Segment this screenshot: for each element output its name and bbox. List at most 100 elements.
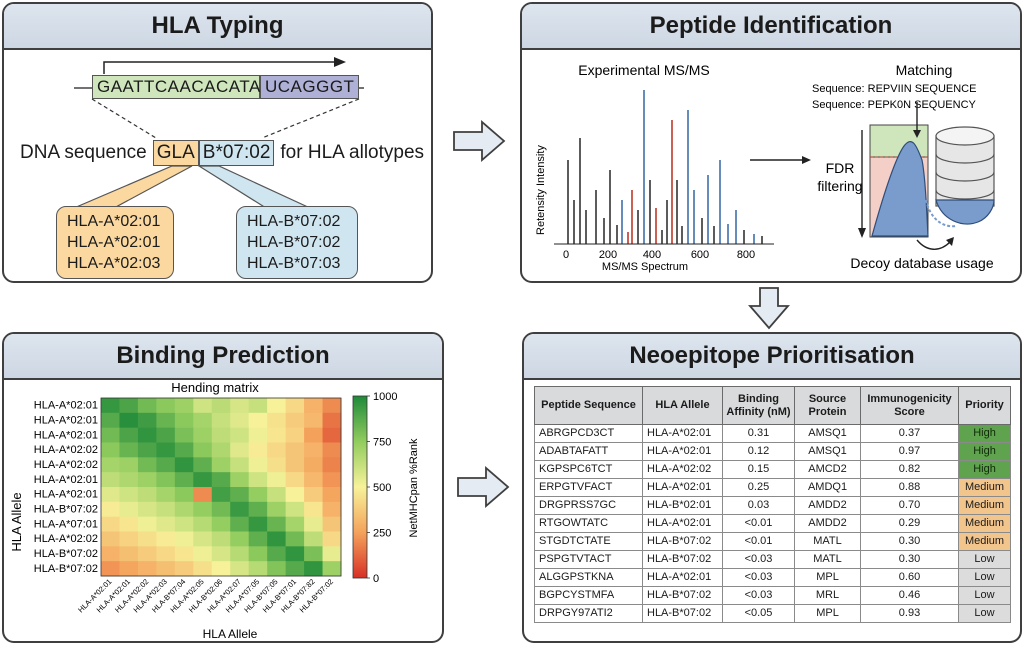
table-cell: MATL xyxy=(794,550,861,569)
neoepitope-title: Neoepitope Prioritisation xyxy=(524,334,1020,380)
heatmap-cell xyxy=(285,412,305,429)
heatmap-cell xyxy=(211,398,231,414)
heatmap-cell xyxy=(304,561,324,577)
heatmap-cell xyxy=(248,398,268,414)
heatmap-row-label: HLA-A*02:02 xyxy=(34,459,98,471)
database-icon xyxy=(925,126,995,228)
spectrum-title: Experimental MS/MS xyxy=(578,62,709,78)
table-cell: 0.30 xyxy=(860,550,959,569)
heatmap-cells xyxy=(100,397,342,577)
heatmap-cell xyxy=(267,457,287,473)
heatmap-cell xyxy=(211,442,231,458)
heatmap-cell xyxy=(174,398,194,414)
table-cell: HLA-A*02:01 xyxy=(642,514,723,533)
hla-connector-lines xyxy=(73,57,364,209)
heatmap-cell xyxy=(211,472,231,488)
heatmap-cell xyxy=(248,472,268,488)
heatmap-cell xyxy=(248,546,268,562)
colorbar xyxy=(352,395,368,579)
priority-cell: Low xyxy=(958,586,1011,605)
heatmap-cell xyxy=(230,546,250,562)
priority-cell: High xyxy=(958,460,1011,479)
table-cell: <0.05 xyxy=(722,604,795,623)
heatmap-cell xyxy=(230,531,250,547)
dna-prefix-text: DNA sequence xyxy=(20,142,147,163)
heatmap-cell xyxy=(285,398,305,414)
table-cell: ALGGPSTKNA xyxy=(534,568,643,587)
table-cell: <0.03 xyxy=(722,586,795,605)
heatmap-cell xyxy=(267,412,287,429)
table-cell: HLA-A*02:01 xyxy=(642,568,723,587)
table-cell: 0.37 xyxy=(860,424,959,443)
heatmap-cell xyxy=(248,531,268,547)
arrow-right-icon xyxy=(457,466,510,508)
ms-spectrum xyxy=(567,90,763,244)
table-row: DRPGY97ATI2 HLA-B*07:02 <0.05 MPL 0.93 Low xyxy=(534,604,1011,623)
table-row: ABRGPCD3CT HLA-A*02:01 0.31 AMSQ1 0.37 High xyxy=(534,424,1011,443)
heatmap-cell xyxy=(322,412,342,429)
heatmap-row-label: HLA-B*07:02 xyxy=(34,504,98,516)
colorbar-tick-label: 250 xyxy=(373,528,391,540)
heatmap-cell xyxy=(174,472,194,488)
fdr-label-line2: filtering xyxy=(817,178,862,194)
heatmap-cell xyxy=(101,561,120,577)
heatmap-cell xyxy=(211,516,231,532)
heatmap-cell xyxy=(248,516,268,532)
table-cell: HLA-B*07:02 xyxy=(642,532,723,551)
heatmap-cell xyxy=(211,457,231,473)
table-cell: 0.31 xyxy=(722,424,795,443)
heatmap-cell xyxy=(230,398,250,414)
heatmap-cell xyxy=(285,487,305,503)
heatmap-cell xyxy=(193,472,213,488)
heatmap-cell xyxy=(322,457,342,473)
table-cell: BGPCYSTMFA xyxy=(534,586,643,605)
heatmap-cell xyxy=(285,442,305,458)
heatmap-cell xyxy=(267,516,287,532)
heatmap-cell xyxy=(193,427,213,443)
heatmap-cell xyxy=(101,531,120,547)
priority-cell: High xyxy=(958,442,1011,461)
column-header: Priority xyxy=(958,386,1011,425)
heatmap-cell xyxy=(174,442,194,458)
table-cell: AMDD2 xyxy=(794,514,861,533)
heatmap-cell xyxy=(119,516,139,532)
heatmap-cell xyxy=(322,561,342,577)
heatmap-cell xyxy=(101,412,120,429)
matching-sequence-1: Sequence: REPVIIN SEQUENCE xyxy=(812,83,976,95)
heatmap-cell xyxy=(193,457,213,473)
table-row: RTGOWTATC HLA-A*02:01 <0.01 AMDD2 0.29 Medium xyxy=(534,514,1011,533)
fdr-label-line1: FDR xyxy=(826,160,855,176)
heatmap-cell xyxy=(156,516,176,532)
table-row: STGDTCTATE HLA-B*07:02 <0.01 MATL 0.30 Medium xyxy=(534,532,1011,551)
heatmap-cell xyxy=(248,412,268,429)
heatmap-cell xyxy=(119,442,139,458)
heatmap-cell xyxy=(322,546,342,562)
heatmap-xlabel: HLA Allele xyxy=(203,627,258,641)
table-cell: PSPGTVTACT xyxy=(534,550,643,569)
heatmap-cell xyxy=(119,457,139,473)
column-header: Peptide Sequence xyxy=(534,386,643,425)
colorbar-tick-label: 0 xyxy=(373,573,379,585)
spectrum-tick-label: 400 xyxy=(643,249,661,261)
heatmap-cell xyxy=(304,427,324,443)
heatmap-cell xyxy=(119,427,139,443)
table-cell: 0.25 xyxy=(722,478,795,497)
heatmap-cell xyxy=(156,546,176,562)
heatmap-cell xyxy=(119,531,139,547)
priority-cell: Low xyxy=(958,568,1011,587)
heatmap-cell xyxy=(267,561,287,577)
heatmap-cell xyxy=(137,412,157,429)
heatmap-cell xyxy=(304,501,324,518)
table-cell: 0.60 xyxy=(860,568,959,587)
heatmap-cell xyxy=(174,457,194,473)
binding-prediction-title: Binding Prediction xyxy=(4,334,442,380)
heatmap-cell xyxy=(285,457,305,473)
heatmap-cell xyxy=(304,412,324,429)
colorbar-ticks: 1000 750 500 250 0 xyxy=(367,391,397,585)
table-row: ALGGPSTKNA HLA-A*02:01 <0.03 MPL 0.60 Low xyxy=(534,568,1011,587)
heatmap-cell xyxy=(174,546,194,562)
heatmap-cell xyxy=(285,501,305,518)
table-cell: <0.03 xyxy=(722,568,795,587)
peptide-identification-panel: Peptide Identification Experimental MS/M… xyxy=(520,2,1022,283)
heatmap-cell xyxy=(211,427,231,443)
